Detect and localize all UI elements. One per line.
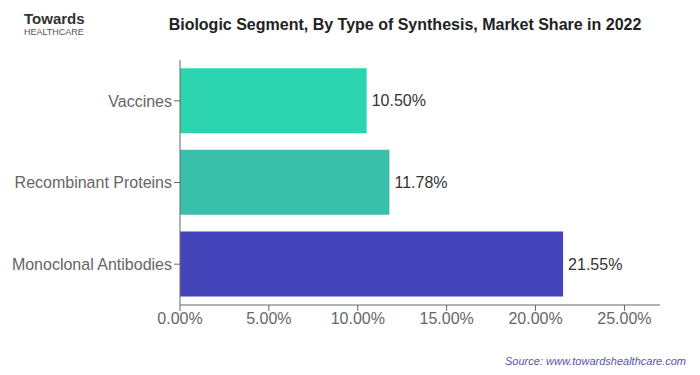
html-text:HEALTHCARE: HEALTHCARE bbox=[24, 27, 84, 37]
html-text:Towards: Towards bbox=[24, 10, 85, 27]
svg-text:Vaccines: Vaccines bbox=[108, 93, 172, 110]
svg-text:0.00%: 0.00% bbox=[157, 310, 202, 327]
svg-text:5.00%: 5.00% bbox=[246, 310, 291, 327]
html-text:Source: www.towardshealthcare.: Source: www.towardshealthcare.com bbox=[505, 355, 686, 367]
svg-text:10.00%: 10.00% bbox=[331, 310, 385, 327]
svg-text:15.00%: 15.00% bbox=[420, 310, 474, 327]
svg-text:20.00%: 20.00% bbox=[508, 310, 562, 327]
svg-text:11.78%: 11.78% bbox=[394, 174, 447, 191]
svg-text:10.50%: 10.50% bbox=[372, 92, 426, 109]
svg-text:25.00%: 25.00% bbox=[597, 310, 651, 327]
svg-text:21.55%: 21.55% bbox=[568, 256, 622, 273]
svg-text:Monoclonal Antibodies: Monoclonal Antibodies bbox=[12, 256, 172, 273]
svg-text:Recombinant Proteins: Recombinant Proteins bbox=[15, 174, 172, 191]
html-text:Biologic Segment, By Type of S: Biologic Segment, By Type of Synthesis, … bbox=[168, 16, 642, 33]
